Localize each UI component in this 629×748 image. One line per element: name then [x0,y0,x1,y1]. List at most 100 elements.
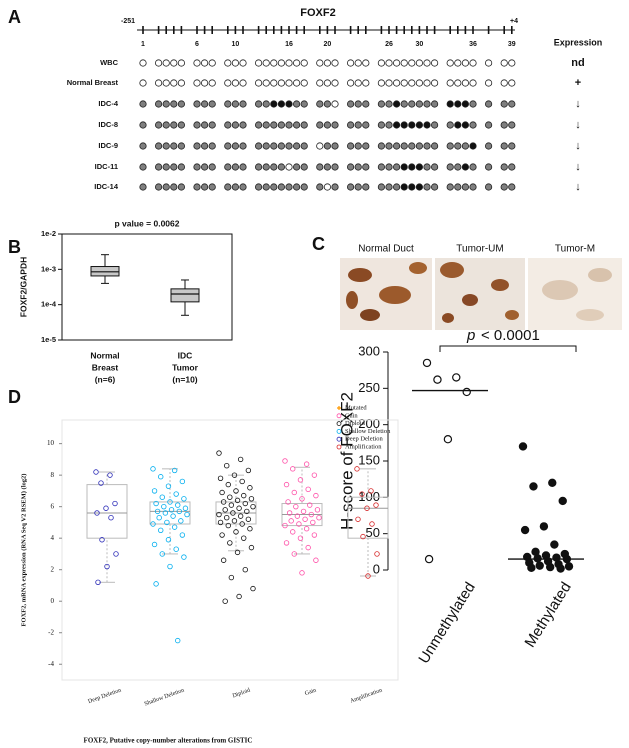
cpg-state [400,142,408,150]
data-point [237,456,244,463]
cpg-state [484,163,493,171]
cpg-state [408,142,416,150]
cpg-state [354,183,362,191]
data-point [533,554,542,563]
data-point [112,500,118,507]
x-tick-label: IDC [178,350,193,360]
cpg-state [292,142,301,150]
cpg-state [454,59,462,67]
cpg-state [469,163,477,171]
cpg-state [270,59,278,67]
cpg-state [262,121,270,129]
ihc-stain [576,309,604,321]
data-point [368,488,374,494]
data-point [175,637,181,644]
cpg-state [277,79,285,87]
legend-marker [336,436,342,442]
cpg-state [415,59,423,67]
data-point [227,494,233,500]
data-point [94,510,100,516]
legend-marker [336,428,342,434]
cpg-state [500,79,508,87]
data-point [93,469,99,475]
data-point [550,540,559,549]
cpg-state [385,163,393,171]
cpg-state [170,79,178,87]
data-point [314,507,321,513]
data-point [154,508,161,515]
cpg-state [484,183,493,191]
cpg-state [300,100,308,108]
legend-label: Deep Deletion [345,436,383,443]
legend-label: Amplification [345,443,382,450]
cpg-state [201,59,209,67]
data-point [302,516,308,522]
y-tick-label: 300 [358,343,380,358]
cpg-state [162,100,170,108]
x-tick-label: Unmethylated [415,579,478,667]
expression-value: ↓ [575,119,581,131]
data-point [283,481,290,488]
y-tick-label: 150 [358,452,380,467]
data-point [291,551,297,557]
cpg-state [377,121,385,129]
panel-label: B [8,237,21,257]
cpg-state [285,79,293,87]
data-point [227,540,233,546]
data-point [308,511,314,518]
cpg-state [508,79,516,87]
data-point [170,513,176,519]
ihc-stain [360,309,380,321]
cpg-state [208,121,216,129]
cpg-state [300,59,308,67]
data-point [365,573,371,579]
cpg-state [300,142,308,150]
cpg-number: 20 [324,41,332,48]
cpg-state [208,183,216,191]
data-point [518,442,528,451]
cpg-state [385,183,393,191]
cpg-state [392,100,401,108]
data-point [316,514,322,521]
box [149,501,191,525]
cpg-state [446,59,454,67]
cpg-state [201,79,209,87]
cpg-state [415,79,423,87]
y-tick-label: 0 [51,597,55,605]
cpg-state [430,59,439,67]
cpg-state [423,121,431,129]
cpg-state [177,183,185,191]
data-point [220,557,227,563]
cpg-number: 36 [469,41,477,48]
sample-name: WBC [100,58,118,67]
data-point [233,529,239,535]
cpg-state [454,142,462,150]
cpg-state [292,163,301,171]
cpg-state [208,142,216,150]
cpg-state [392,59,401,67]
gene-name: FOXF2 [300,7,335,19]
cpg-number: 10 [232,41,240,48]
cpg-state [484,121,493,129]
cpg-state [323,59,331,67]
data-point [285,499,291,505]
cpg-state [193,121,201,129]
cpg-number: 26 [385,41,393,48]
cpg-state [177,163,185,171]
cpg-state [392,142,401,150]
cpg-state [139,59,147,67]
cpg-state [300,183,308,191]
data-point [374,551,380,557]
cpg-state [270,121,278,129]
data-point [282,458,288,464]
legend-label: Gain [345,412,358,419]
y-tick-label: 1e-3 [41,264,56,273]
cpg-state [201,142,209,150]
data-point [313,557,319,563]
cpg-state [201,121,209,129]
cpg-state [446,121,454,129]
plot-frame [61,419,399,681]
cpg-state [177,142,185,150]
cpg-state [277,59,285,67]
data-point [535,561,544,570]
